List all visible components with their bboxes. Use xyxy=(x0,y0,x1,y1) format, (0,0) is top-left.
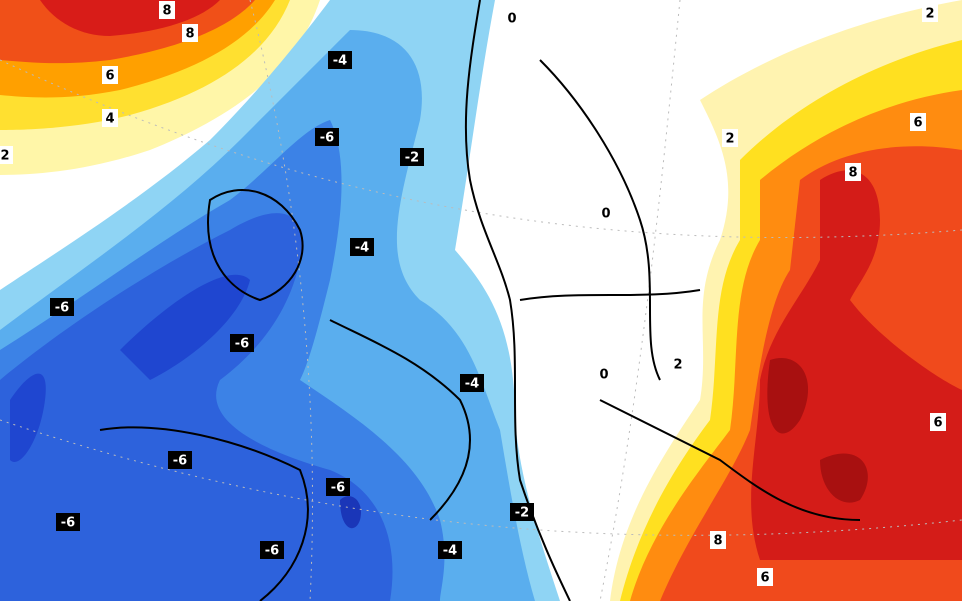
label-box xyxy=(102,66,118,84)
contour-label: -4 xyxy=(333,54,347,69)
label-box xyxy=(328,51,352,69)
label-box xyxy=(910,113,926,131)
label-box xyxy=(326,478,350,496)
label-box xyxy=(168,451,192,469)
label-box xyxy=(757,568,773,586)
contour-label: -4 xyxy=(465,377,479,392)
graticule-line xyxy=(0,59,962,239)
contour-label: 8 xyxy=(162,4,171,19)
contour-labels: 88642-4-6-2-4-6-6-4-6-6-6-6-2-4000222686… xyxy=(0,1,946,586)
contour-label: -4 xyxy=(355,241,369,256)
contour-label: -4 xyxy=(443,544,457,559)
contour-label: 6 xyxy=(760,571,769,586)
coastlines xyxy=(99,0,861,602)
cold-band xyxy=(0,213,393,601)
contour-label: -6 xyxy=(235,337,249,352)
border xyxy=(519,289,701,301)
warm-core xyxy=(751,170,962,561)
cold-core xyxy=(10,373,46,462)
graticule-line xyxy=(599,0,681,602)
label-box xyxy=(56,513,80,531)
contour-label: 2 xyxy=(673,358,682,373)
contour-label: 2 xyxy=(725,132,734,147)
graticule-line xyxy=(0,419,962,536)
coastline xyxy=(464,0,571,602)
label-box xyxy=(504,9,520,27)
contour-label: 0 xyxy=(507,12,516,27)
contour-label: 0 xyxy=(601,207,610,222)
cold-core xyxy=(120,274,250,380)
label-box xyxy=(260,541,284,559)
label-box xyxy=(710,531,726,549)
contour-label: -6 xyxy=(55,301,69,316)
contour-label: 6 xyxy=(105,69,114,84)
contour-label: 8 xyxy=(185,27,194,42)
contour-label: 8 xyxy=(848,166,857,181)
contour-label: 6 xyxy=(913,116,922,131)
warm-core xyxy=(820,453,868,503)
label-box xyxy=(598,204,614,222)
border xyxy=(599,399,861,521)
label-box xyxy=(400,148,424,166)
contour-label: -6 xyxy=(61,516,75,531)
contour-label: 4 xyxy=(105,112,114,127)
label-box xyxy=(510,503,534,521)
coastline xyxy=(99,426,309,602)
contour-label: -6 xyxy=(331,481,345,496)
coastline xyxy=(207,189,304,302)
label-box xyxy=(350,238,374,256)
contour-label: 2 xyxy=(925,7,934,22)
label-box xyxy=(922,4,938,22)
contour-label: 0 xyxy=(599,368,608,383)
label-box xyxy=(315,128,339,146)
label-box xyxy=(930,413,946,431)
contour-label: -6 xyxy=(173,454,187,469)
contour-label: 6 xyxy=(933,416,942,431)
label-box xyxy=(460,374,484,392)
cold-core xyxy=(340,496,361,529)
label-box xyxy=(182,24,198,42)
border xyxy=(539,59,661,381)
label-box xyxy=(0,146,13,164)
label-box xyxy=(722,129,738,147)
label-box xyxy=(230,334,254,352)
label-box xyxy=(50,298,74,316)
contour-label: -2 xyxy=(515,506,529,521)
label-box xyxy=(159,1,175,19)
warm-core xyxy=(767,358,809,434)
label-box xyxy=(438,541,462,559)
label-box xyxy=(670,355,686,373)
border xyxy=(329,319,471,521)
label-box xyxy=(596,365,612,383)
contour-label: -6 xyxy=(320,131,334,146)
contour-label: 2 xyxy=(0,149,9,164)
contour-label: 8 xyxy=(713,534,722,549)
label-box xyxy=(845,163,861,181)
contour-label: -2 xyxy=(405,151,419,166)
contour-label: -6 xyxy=(265,544,279,559)
label-box xyxy=(102,109,118,127)
